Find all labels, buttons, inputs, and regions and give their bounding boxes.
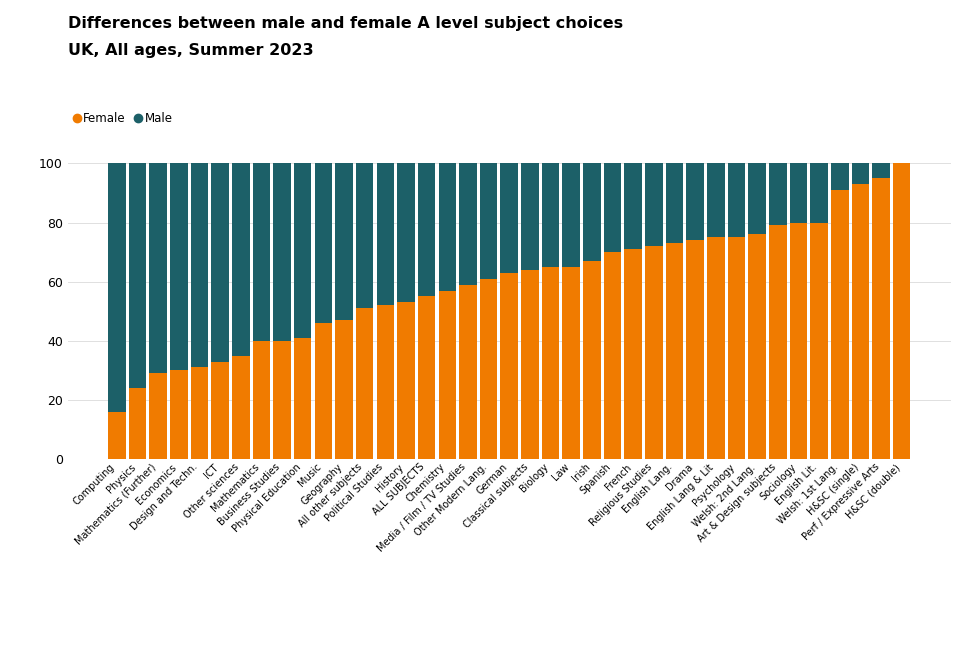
Bar: [438, 163, 455, 291]
Bar: [830, 190, 848, 459]
Bar: [500, 273, 517, 459]
Bar: [562, 163, 579, 267]
Bar: [314, 323, 331, 459]
Bar: [396, 302, 415, 459]
Bar: [108, 163, 125, 412]
Bar: [376, 163, 393, 305]
Bar: [520, 270, 538, 459]
Bar: [170, 163, 187, 371]
Bar: [314, 163, 331, 323]
Bar: [830, 163, 848, 190]
Bar: [149, 163, 167, 373]
Bar: [191, 367, 208, 459]
Bar: [768, 226, 786, 459]
Bar: [438, 291, 455, 459]
Bar: [582, 163, 600, 261]
Bar: [892, 163, 910, 459]
Bar: [686, 163, 703, 240]
Bar: [665, 243, 682, 459]
Bar: [335, 163, 353, 320]
Bar: [458, 285, 476, 459]
Bar: [252, 341, 270, 459]
Bar: [129, 388, 146, 459]
Bar: [871, 178, 889, 459]
Bar: [727, 237, 744, 459]
Bar: [809, 222, 827, 459]
Bar: [273, 163, 291, 341]
Bar: [871, 163, 889, 178]
Bar: [170, 371, 187, 459]
Bar: [273, 341, 291, 459]
Text: UK, All ages, Summer 2023: UK, All ages, Summer 2023: [68, 43, 313, 58]
Bar: [108, 412, 125, 459]
Bar: [809, 163, 827, 222]
Bar: [191, 163, 208, 367]
Bar: [624, 163, 641, 249]
Text: Differences between male and female A level subject choices: Differences between male and female A le…: [68, 16, 622, 31]
Bar: [418, 163, 435, 297]
Bar: [747, 163, 766, 234]
Bar: [211, 163, 229, 361]
Bar: [294, 338, 311, 459]
Bar: [149, 373, 167, 459]
Bar: [542, 267, 559, 459]
Bar: [727, 163, 744, 237]
Bar: [624, 249, 641, 459]
Bar: [500, 163, 517, 273]
Bar: [335, 320, 353, 459]
Legend: Female, Male: Female, Male: [74, 112, 172, 125]
Bar: [480, 163, 497, 279]
Bar: [520, 163, 538, 270]
Bar: [789, 163, 806, 222]
Bar: [851, 163, 868, 184]
Bar: [706, 163, 724, 237]
Bar: [376, 305, 393, 459]
Bar: [747, 234, 766, 459]
Bar: [232, 163, 249, 356]
Bar: [458, 163, 476, 285]
Bar: [562, 267, 579, 459]
Bar: [686, 240, 703, 459]
Bar: [789, 222, 806, 459]
Bar: [644, 163, 662, 246]
Bar: [644, 246, 662, 459]
Bar: [603, 252, 621, 459]
Bar: [706, 237, 724, 459]
Bar: [356, 308, 373, 459]
Bar: [294, 163, 311, 338]
Bar: [232, 356, 249, 459]
Bar: [211, 361, 229, 459]
Bar: [129, 163, 146, 388]
Bar: [582, 261, 600, 459]
Bar: [396, 163, 415, 302]
Bar: [851, 184, 868, 459]
Bar: [418, 297, 435, 459]
Bar: [542, 163, 559, 267]
Bar: [768, 163, 786, 226]
Bar: [356, 163, 373, 308]
Bar: [252, 163, 270, 341]
Bar: [480, 279, 497, 459]
Bar: [603, 163, 621, 252]
Bar: [665, 163, 682, 243]
